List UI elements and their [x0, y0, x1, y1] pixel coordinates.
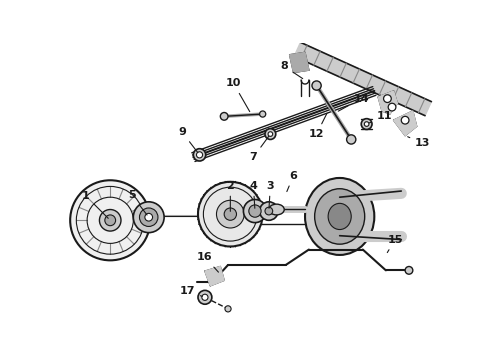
Circle shape [265, 207, 273, 215]
Text: 14: 14 [338, 94, 369, 111]
Polygon shape [378, 91, 397, 114]
Circle shape [405, 266, 413, 274]
Circle shape [99, 210, 121, 231]
Circle shape [220, 112, 228, 120]
Circle shape [70, 180, 150, 260]
Circle shape [401, 116, 409, 124]
Text: 3: 3 [267, 181, 274, 208]
Circle shape [145, 213, 152, 221]
Ellipse shape [328, 203, 351, 230]
Polygon shape [290, 53, 309, 72]
Circle shape [388, 103, 396, 111]
Text: 4: 4 [249, 181, 257, 208]
Text: 10: 10 [226, 78, 250, 112]
Text: 5: 5 [128, 190, 147, 215]
Text: 17: 17 [179, 286, 202, 296]
Ellipse shape [315, 189, 365, 244]
Circle shape [361, 119, 372, 130]
Ellipse shape [269, 204, 284, 215]
Text: 8: 8 [280, 61, 303, 78]
Polygon shape [393, 111, 416, 136]
Circle shape [384, 95, 392, 103]
Text: 16: 16 [197, 252, 219, 272]
Circle shape [265, 129, 276, 139]
Circle shape [225, 306, 231, 312]
Circle shape [217, 200, 244, 228]
Circle shape [198, 182, 263, 247]
Circle shape [196, 152, 203, 158]
Text: 6: 6 [287, 171, 297, 192]
Circle shape [198, 291, 212, 304]
Text: 7: 7 [249, 136, 269, 162]
Circle shape [194, 149, 206, 161]
Text: 15: 15 [387, 235, 403, 253]
Circle shape [365, 122, 369, 126]
Text: 12: 12 [309, 113, 327, 139]
Polygon shape [294, 42, 431, 116]
Circle shape [268, 132, 273, 136]
Circle shape [346, 135, 356, 144]
Text: 2: 2 [226, 181, 234, 211]
Ellipse shape [305, 178, 374, 255]
Circle shape [140, 208, 158, 226]
Circle shape [249, 205, 261, 217]
Circle shape [312, 81, 321, 90]
Circle shape [260, 111, 266, 117]
Circle shape [133, 202, 164, 233]
Circle shape [224, 208, 237, 220]
Text: 1: 1 [82, 191, 108, 218]
Text: 11: 11 [369, 111, 392, 123]
Text: 13: 13 [408, 137, 431, 148]
Text: 9: 9 [178, 127, 198, 153]
Circle shape [260, 202, 278, 220]
Circle shape [202, 294, 208, 300]
Circle shape [105, 215, 116, 226]
Circle shape [244, 199, 267, 222]
Polygon shape [205, 266, 224, 286]
